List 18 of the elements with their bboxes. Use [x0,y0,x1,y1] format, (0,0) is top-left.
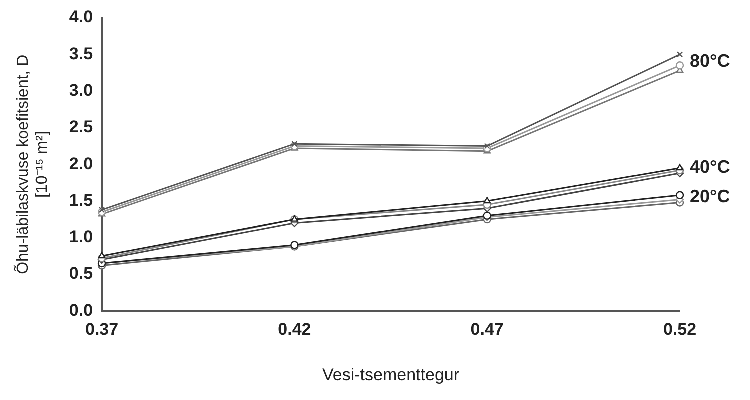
annotation: 80°C [690,50,730,71]
x-tick-label: 0.52 [663,320,697,340]
y-tick-label: 1.0 [69,228,94,247]
y-tick-label: 0.5 [69,264,94,284]
x-tick-label: 0.37 [85,320,119,340]
x-axis-title: Vesi-tsementtegur [322,365,460,384]
y-tick-label: 1.5 [69,190,94,210]
annotation: 40°C [690,157,730,178]
x-tick-label: 0.42 [278,320,312,340]
y-tick-label: 0.0 [69,300,94,320]
y-tick-label: 4.0 [69,8,94,27]
y-tick-label: 2.0 [69,154,94,174]
annotation: 20°C [690,186,730,207]
y-tick-label: 2.5 [69,118,94,137]
y-tick-label: 3.5 [69,44,94,64]
x-tick-label: 0.47 [470,320,504,340]
y-axis-title: Õhu-läbilaskvuse koefitsient, D [10⁻¹⁵ m²] [13,54,52,274]
y-tick-label: 3.0 [69,80,94,100]
